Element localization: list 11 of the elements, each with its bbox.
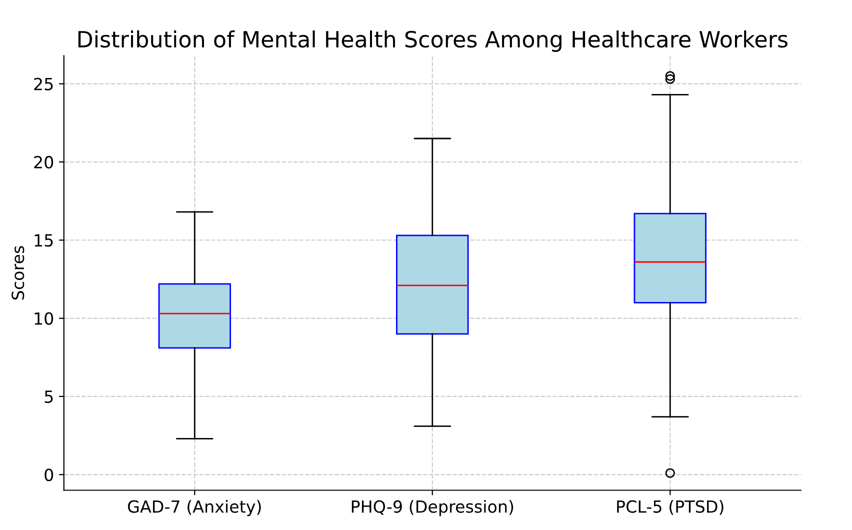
y-tick-label: 5 (44, 390, 53, 404)
y-tick-label: 15 (34, 234, 53, 247)
y-tick-label: 0 (44, 468, 54, 482)
y-axis-title: Scores (12, 246, 24, 300)
x-tick-label: GAD-7 (Anxiety) (128, 500, 261, 516)
y-tick-label: 20 (34, 156, 54, 169)
x-tick-label: PHQ-9 (Depression) (352, 500, 514, 516)
x-tick-label: PCL-5 (PTSD) (617, 500, 724, 515)
chart-title: Distribution of Mental Health Scores Among Healthcare Workers (78, 30, 788, 52)
y-tick-label: 10 (34, 312, 54, 325)
y-tick-label: 25 (34, 78, 53, 90)
